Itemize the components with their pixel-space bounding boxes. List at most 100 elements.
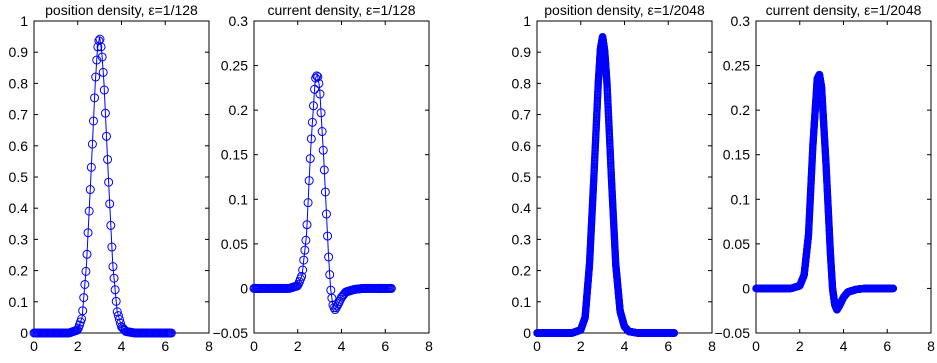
plot-frame (33, 20, 210, 334)
x-tick-label: 4 (621, 338, 629, 354)
data-point (306, 134, 316, 144)
x-tick-label: 6 (664, 338, 672, 354)
y-tick-label: 0.3 (9, 231, 29, 247)
data-point (300, 245, 310, 255)
y-tick-label: 0 (742, 280, 750, 296)
marker-group (29, 34, 176, 338)
plot-frame (536, 20, 713, 334)
data-point (79, 293, 89, 303)
x-tick-label: 6 (381, 338, 389, 354)
data-point (308, 101, 318, 111)
y-tick-label: 0.9 (9, 44, 29, 60)
x-tick-label: 8 (708, 338, 716, 354)
data-point (314, 78, 324, 88)
x-tick-label: 4 (338, 338, 346, 354)
x-tick-label: 0 (533, 338, 541, 354)
data-point (107, 242, 117, 252)
x-tick-label: 8 (927, 338, 935, 354)
y-tick-label: 0.4 (512, 200, 532, 216)
y-tick-label: −0.05 (213, 325, 249, 341)
data-point (307, 117, 317, 127)
y-tick-label: 0.1 (731, 191, 751, 207)
y-tick-label: 0 (20, 325, 28, 341)
data-point (83, 228, 93, 238)
data-point (317, 127, 327, 137)
data-point (105, 199, 115, 209)
data-point (81, 266, 91, 276)
data-point (82, 249, 92, 259)
y-tick-label: 0.2 (512, 263, 532, 279)
data-point (311, 73, 321, 83)
y-tick-label: 0.2 (229, 102, 249, 118)
data-point (91, 72, 101, 82)
data-point (305, 154, 315, 164)
data-point (301, 235, 311, 245)
x-tick-label: 0 (250, 338, 258, 354)
y-tick-label: 0.1 (9, 294, 29, 310)
x-tick-label: 0 (752, 338, 760, 354)
y-tick-label: 0.8 (9, 75, 29, 91)
data-point (100, 108, 110, 118)
y-tick-label: 0.25 (723, 58, 750, 74)
data-point (96, 42, 106, 52)
x-tick-label: 4 (118, 338, 126, 354)
series-line (34, 36, 172, 334)
x-tick-label: 8 (425, 338, 433, 354)
x-tick-label: 0 (30, 338, 38, 354)
data-point (103, 154, 113, 164)
data-point (92, 55, 102, 65)
x-tick-label: 6 (161, 338, 169, 354)
data-point (80, 279, 90, 289)
y-tick-label: 1 (523, 13, 531, 29)
data-point (313, 72, 323, 82)
y-tick-label: 0.3 (512, 231, 532, 247)
data-point (298, 265, 308, 275)
series-line (254, 74, 392, 311)
panel-title: position density, ε=1/128 (45, 2, 198, 18)
data-point (84, 206, 94, 216)
data-point (320, 187, 330, 197)
y-tick-label: 0.6 (512, 138, 532, 154)
data-point (78, 306, 88, 316)
y-tick-label: 0 (240, 280, 248, 296)
data-point (88, 116, 98, 126)
data-point (106, 220, 116, 230)
y-tick-label: 0.5 (9, 169, 29, 185)
data-point (323, 231, 333, 241)
data-point (90, 93, 100, 103)
x-tick-label: 2 (74, 338, 82, 354)
y-tick-label: 1 (20, 13, 28, 29)
x-tick-label: 2 (796, 338, 804, 354)
data-point (318, 145, 328, 155)
data-point (670, 329, 679, 337)
data-point (303, 198, 313, 208)
data-point (104, 177, 114, 187)
data-point (72, 325, 82, 335)
panel-title: position density, ε=1/2048 (544, 2, 705, 18)
y-tick-label: 0.8 (512, 75, 532, 91)
x-tick-label: 4 (840, 338, 848, 354)
data-point (85, 185, 95, 195)
data-point (304, 176, 314, 186)
data-point (889, 284, 898, 293)
y-tick-label: 0.05 (221, 236, 248, 252)
y-tick-label: −0.05 (715, 325, 751, 341)
marker-group (249, 71, 396, 315)
x-tick-label: 8 (205, 338, 213, 354)
y-tick-label: 0.7 (9, 107, 29, 123)
data-point (324, 252, 334, 262)
y-tick-label: 0.1 (512, 294, 532, 310)
data-point (297, 271, 307, 281)
marker-group (752, 70, 898, 314)
data-point (302, 220, 312, 230)
data-point (110, 285, 120, 295)
y-tick-label: 0.3 (731, 13, 751, 29)
data-point (325, 270, 335, 280)
y-tick-label: 0.2 (9, 263, 29, 279)
data-point (101, 131, 111, 141)
data-point (316, 108, 326, 118)
y-tick-label: 0.7 (512, 107, 532, 123)
